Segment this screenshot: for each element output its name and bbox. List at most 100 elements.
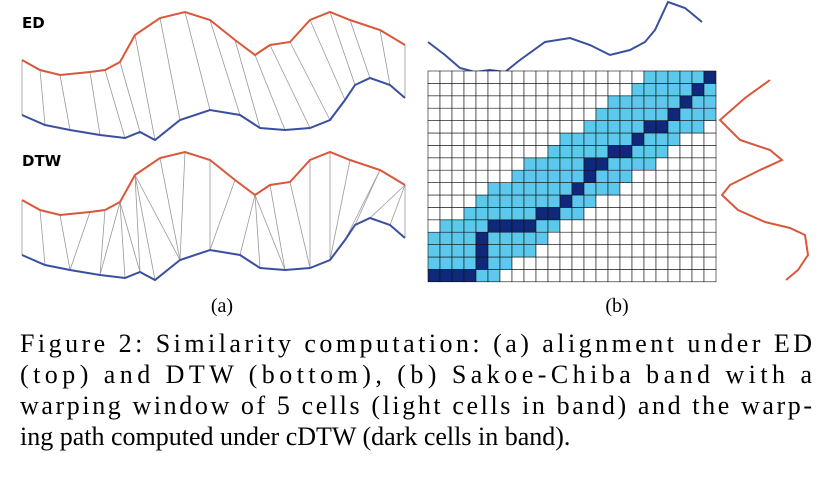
matrix-cell <box>523 95 537 109</box>
matrix-cell <box>535 256 549 270</box>
series-curve <box>21 216 406 282</box>
matrix-cell <box>619 269 633 283</box>
matrix-cell <box>511 70 525 84</box>
dtw-label: DTW <box>22 152 62 170</box>
matrix-cell <box>475 132 489 146</box>
matrix-cell <box>655 194 669 208</box>
matrix-cell <box>463 231 477 245</box>
matrix-cell <box>619 219 633 233</box>
matrix-cell <box>703 107 717 121</box>
matrix-cell <box>595 145 609 159</box>
matrix-cell <box>475 182 489 196</box>
alignment-line <box>39 69 46 126</box>
matrix-cell <box>691 70 705 84</box>
matrix-cell <box>427 244 441 258</box>
matrix-cell <box>643 182 657 196</box>
matrix-cell <box>583 182 597 196</box>
matrix-cell <box>535 132 549 146</box>
alignment-line <box>134 174 181 261</box>
matrix-cell <box>571 107 585 121</box>
matrix-cell <box>667 145 681 159</box>
matrix-cell <box>631 182 645 196</box>
matrix-cell <box>487 107 501 121</box>
matrix-cell <box>619 83 633 97</box>
matrix-cell <box>499 231 513 245</box>
matrix-cell <box>535 182 549 196</box>
matrix-cell <box>619 256 633 270</box>
matrix-cell <box>643 169 657 183</box>
matrix-cell <box>679 95 693 109</box>
matrix-cell <box>499 269 513 283</box>
matrix-cell <box>499 219 513 233</box>
matrix-cell <box>619 132 633 146</box>
matrix-cell <box>655 107 669 121</box>
matrix-cell <box>595 256 609 270</box>
matrix-cell <box>643 194 657 208</box>
matrix-cell <box>667 207 681 221</box>
matrix-cell <box>451 244 465 258</box>
matrix-cell <box>487 95 501 109</box>
matrix-cell <box>655 231 669 245</box>
matrix-cell <box>571 120 585 134</box>
matrix-cell <box>655 256 669 270</box>
matrix-cell <box>475 120 489 134</box>
matrix-cell <box>643 244 657 258</box>
matrix-cell <box>511 231 525 245</box>
matrix-cell <box>655 219 669 233</box>
matrix-cell <box>463 182 477 196</box>
alignment-line <box>254 194 261 269</box>
matrix-cell <box>499 256 513 270</box>
matrix-cell <box>523 231 537 245</box>
matrix-cell <box>451 182 465 196</box>
matrix-cell <box>595 182 609 196</box>
matrix-cell <box>703 169 717 183</box>
matrix-cell <box>427 107 441 121</box>
matrix-cell <box>547 207 561 221</box>
alignment-line <box>134 174 141 273</box>
alignment-line <box>234 39 261 129</box>
matrix-cell <box>595 207 609 221</box>
matrix-cell <box>703 207 717 221</box>
matrix-cell <box>559 107 573 121</box>
matrix-cell <box>559 132 573 146</box>
series-curve <box>21 76 406 142</box>
matrix-cell <box>667 132 681 146</box>
matrix-cell <box>607 145 621 159</box>
matrix-cell <box>547 256 561 270</box>
matrix-cell <box>475 244 489 258</box>
matrix-cell <box>475 70 489 84</box>
matrix-cell <box>571 83 585 97</box>
matrix-cell <box>535 194 549 208</box>
matrix-cell <box>703 182 717 196</box>
matrix-cell <box>679 219 693 233</box>
alignment-line <box>89 71 101 136</box>
matrix-cell <box>703 269 717 283</box>
matrix-cell <box>643 83 657 97</box>
matrix-cell <box>439 70 453 84</box>
matrix-cell <box>559 83 573 97</box>
caption-line: (top) and DTW (bottom), (b) Sakoe-Chiba … <box>20 360 812 389</box>
matrix-cell <box>619 95 633 109</box>
alignment-line <box>254 194 286 271</box>
matrix-cell <box>451 132 465 146</box>
matrix-cell <box>427 182 441 196</box>
matrix-cell <box>643 207 657 221</box>
matrix-cell <box>535 120 549 134</box>
matrix-cell <box>499 244 513 258</box>
matrix-cell <box>607 132 621 146</box>
matrix-cell <box>691 219 705 233</box>
matrix-cell <box>643 95 657 109</box>
matrix-cell <box>691 83 705 97</box>
matrix-cell <box>451 83 465 97</box>
matrix-cell <box>703 145 717 159</box>
matrix-cell <box>619 157 633 171</box>
matrix-cell <box>511 269 525 283</box>
matrix-cell <box>463 95 477 109</box>
matrix-cell <box>463 107 477 121</box>
matrix-cell <box>607 182 621 196</box>
matrix-cell <box>487 219 501 233</box>
matrix-cell <box>511 120 525 134</box>
matrix-cell <box>595 83 609 97</box>
curves <box>21 0 810 282</box>
